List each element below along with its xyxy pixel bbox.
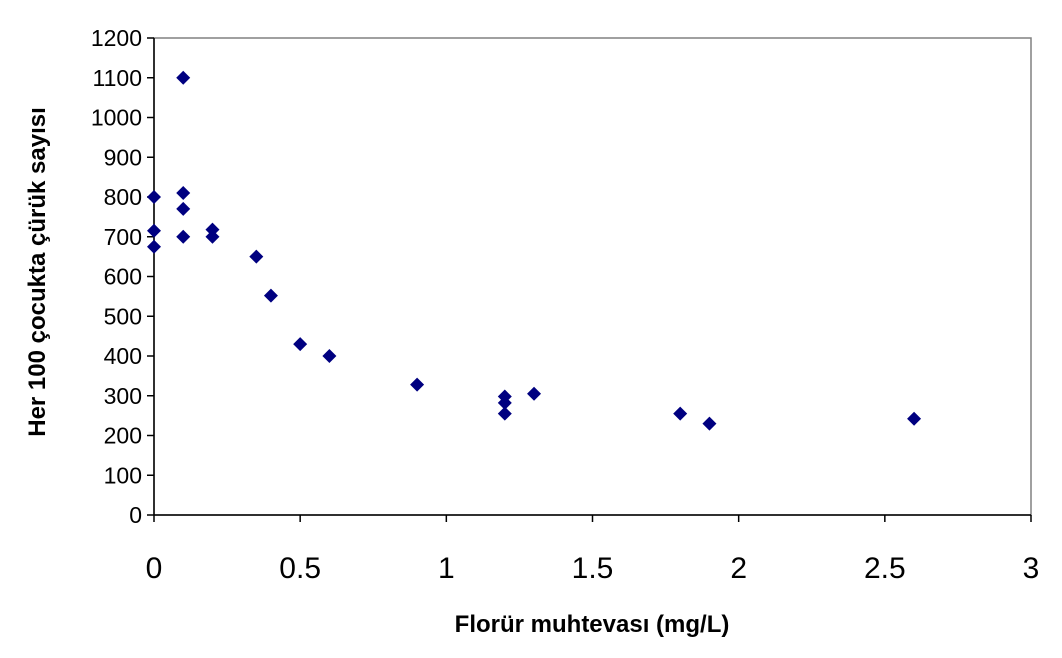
data-point — [147, 190, 161, 204]
data-point — [176, 186, 191, 201]
data-point — [497, 406, 512, 421]
data-point — [907, 411, 922, 426]
data-point — [263, 288, 278, 303]
data-point — [527, 386, 542, 401]
y-tick-label: 500 — [104, 303, 142, 329]
y-tick-label: 1100 — [93, 65, 142, 91]
data-point — [249, 249, 264, 264]
x-tick-label: 3 — [1023, 552, 1040, 585]
data-point — [205, 222, 220, 237]
data-point — [176, 201, 191, 216]
data-point — [147, 223, 161, 238]
y-tick-label: 0 — [129, 502, 142, 528]
x-axis-title: Florür muhtevası (mg/L) — [455, 611, 730, 638]
x-tick-label: 0 — [146, 552, 163, 585]
y-tick-label: 1000 — [91, 105, 142, 131]
data-points — [147, 70, 922, 431]
y-tick-label: 100 — [104, 462, 142, 488]
x-tick-label: 2.5 — [864, 552, 906, 585]
y-axis-title: Her 100 çocukta çürük sayısı — [24, 107, 51, 437]
data-point — [322, 349, 337, 363]
x-tick-label: 0.5 — [279, 552, 321, 585]
y-tick-label: 200 — [104, 423, 142, 449]
data-point — [702, 416, 717, 431]
y-tick-label: 800 — [104, 184, 142, 210]
data-point — [176, 229, 191, 244]
data-point — [293, 337, 308, 352]
axes: 0100200300400500600700800900100011001200… — [91, 25, 1040, 585]
y-tick-label: 700 — [104, 224, 142, 250]
plot-area — [153, 37, 1032, 516]
data-point — [147, 239, 161, 254]
x-tick-label: 2 — [730, 552, 747, 585]
y-tick-label: 900 — [104, 144, 142, 170]
data-point — [205, 229, 220, 244]
data-point — [673, 406, 688, 421]
y-tick-label: 1200 — [91, 25, 142, 51]
x-tick-label: 1.5 — [572, 552, 614, 585]
y-tick-label: 400 — [104, 343, 142, 369]
data-point — [176, 70, 191, 85]
data-point — [497, 395, 512, 410]
y-tick-label: 600 — [104, 264, 142, 290]
y-tick-label: 300 — [104, 383, 142, 409]
x-tick-label: 1 — [438, 552, 455, 585]
data-point — [410, 377, 425, 392]
